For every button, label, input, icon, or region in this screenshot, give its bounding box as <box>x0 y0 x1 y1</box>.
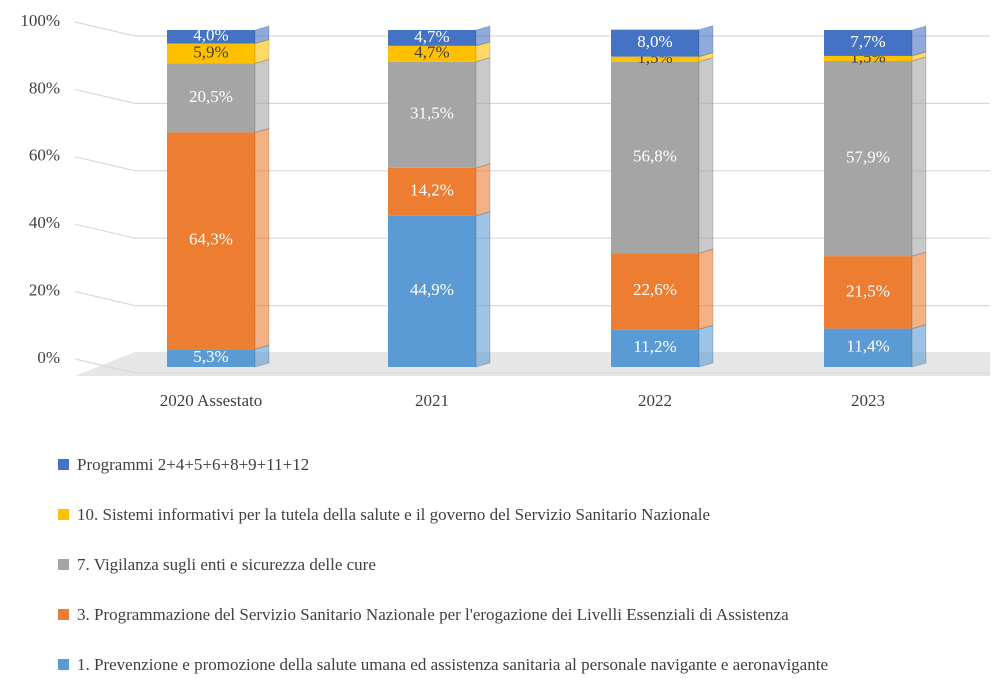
y-tick-label: 100% <box>20 11 60 30</box>
x-tick-label: 2023 <box>851 391 885 410</box>
bar-segment <box>388 61 476 168</box>
legend-label: Programmi 2+4+5+6+8+9+11+12 <box>77 455 310 474</box>
bar-side <box>698 324 714 368</box>
bar-segment <box>167 43 255 64</box>
value-label: 31,5% <box>410 104 454 123</box>
bar-side <box>698 25 714 58</box>
bar-side <box>475 211 491 368</box>
y-tick-label: 40% <box>29 213 60 232</box>
legend-swatch <box>58 559 69 570</box>
value-label: 21,5% <box>846 281 890 300</box>
legend-item: 3. Programmazione del Servizio Sanitario… <box>58 605 789 625</box>
bar-segment <box>167 132 255 350</box>
bar-side <box>254 127 270 350</box>
bar-segment <box>824 30 912 56</box>
bar-side <box>698 57 714 254</box>
legend-swatch <box>58 659 69 670</box>
legend-swatch <box>58 459 69 470</box>
legend-item: 1. Prevenzione e promozione della salute… <box>58 655 908 675</box>
value-label: 22,6% <box>633 280 677 299</box>
bar-side <box>254 344 270 368</box>
y-tick-label: 80% <box>29 78 60 97</box>
bar-side <box>911 251 927 330</box>
value-label: 4,7% <box>414 43 449 62</box>
bar-segment <box>611 56 699 62</box>
bar-segment <box>167 30 255 44</box>
legend-item: Programmi 2+4+5+6+8+9+11+12 <box>58 455 309 475</box>
bar-side <box>254 58 270 134</box>
bar-segment <box>824 61 912 257</box>
bar-segment <box>388 167 476 216</box>
legend-label: 3. Programmazione del Servizio Sanitario… <box>77 605 789 624</box>
y-tick-label: 0% <box>37 348 60 367</box>
value-label: 14,2% <box>410 181 454 200</box>
bar-segment <box>824 328 912 367</box>
value-label: 5,3% <box>193 347 228 366</box>
value-label: 20,5% <box>189 87 233 106</box>
bar-segment <box>824 55 912 62</box>
value-label: 64,3% <box>189 230 233 249</box>
bar-side <box>254 25 270 45</box>
bar-segment <box>611 253 699 330</box>
value-label: 44,9% <box>410 280 454 299</box>
bar-segment <box>611 329 699 367</box>
legend-swatch <box>58 609 69 620</box>
x-tick-label: 2021 <box>415 391 449 410</box>
value-label: 57,9% <box>846 147 890 166</box>
bar-side <box>475 41 491 63</box>
value-label: 4,7% <box>414 27 449 46</box>
legend-label: 7. Vigilanza sugli enti e sicurezza dell… <box>77 555 376 574</box>
value-label: 11,2% <box>633 337 676 356</box>
legend-item: 10. Sistemi informativi per la tutela de… <box>58 505 710 525</box>
x-tick-label: 2020 Assestato <box>160 391 262 410</box>
chart: 0% 20% 40% 60% 80% 100% 5,3% 64,3% 20,5% 5,9%4,0%… <box>20 11 990 410</box>
y-tick-label: 20% <box>29 281 60 300</box>
bar-segment <box>388 45 476 62</box>
bar-segment <box>167 63 255 133</box>
bar-segment <box>824 256 912 329</box>
bar-side <box>911 25 927 57</box>
bar-side <box>254 38 270 65</box>
bar-segment <box>611 29 699 57</box>
value-label: 11,4% <box>846 337 889 356</box>
x-tick-label: 2022 <box>638 391 672 410</box>
legend-item: 7. Vigilanza sugli enti e sicurezza dell… <box>58 555 376 575</box>
bar-segment <box>167 349 255 367</box>
legend-label: 10. Sistemi informativi per la tutela de… <box>77 505 711 524</box>
value-label: 4,0% <box>193 26 228 45</box>
bar-side <box>911 323 927 368</box>
bar-side <box>698 248 714 330</box>
bar-segment <box>388 30 476 46</box>
value-label: 8,0% <box>637 32 672 51</box>
bar-segment <box>388 215 476 367</box>
bar-side <box>475 163 491 217</box>
value-label: 56,8% <box>633 146 677 165</box>
y-tick-label: 60% <box>29 146 60 165</box>
bar-segment <box>611 61 699 254</box>
legend-swatch <box>58 509 69 520</box>
grid-line <box>74 358 990 374</box>
legend-label: 1. Prevenzione e promozione della salute… <box>77 655 828 674</box>
floor <box>75 352 990 376</box>
bar-side <box>475 25 491 47</box>
bar-side <box>911 56 927 257</box>
bar-side <box>475 57 491 169</box>
value-label: 7,7% <box>850 32 885 51</box>
value-label: 5,9% <box>193 42 228 61</box>
